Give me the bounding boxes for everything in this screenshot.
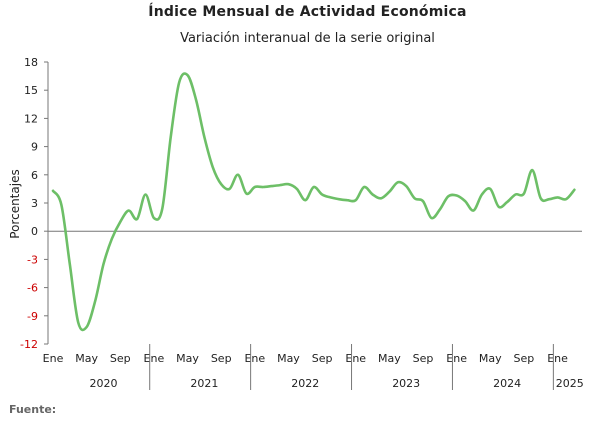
year-label: 2020 bbox=[89, 377, 117, 390]
year-label: 2025 bbox=[556, 377, 584, 390]
x-tick-label: Ene bbox=[144, 352, 165, 365]
y-tick-label: 3 bbox=[31, 197, 38, 210]
y-tick-label: 0 bbox=[31, 225, 38, 238]
year-label: 2022 bbox=[291, 377, 319, 390]
x-tick-label: Sep bbox=[514, 352, 535, 365]
y-tick-label: 6 bbox=[31, 169, 38, 182]
y-tick-label: -12 bbox=[20, 338, 38, 351]
y-tick-label: -9 bbox=[27, 310, 38, 323]
x-tick-label: May bbox=[176, 352, 199, 365]
x-tick-label: Ene bbox=[244, 352, 265, 365]
series-line bbox=[51, 72, 576, 332]
chart-title: Índice Mensual de Actividad Económica bbox=[148, 4, 467, 20]
x-tick-label: Sep bbox=[312, 352, 333, 365]
source-label: Fuente: bbox=[9, 403, 57, 416]
x-tick-label: Ene bbox=[345, 352, 366, 365]
x-tick-label: Ene bbox=[446, 352, 467, 365]
y-axis-label: Porcentajes bbox=[8, 169, 22, 238]
x-tick-label: Sep bbox=[110, 352, 131, 365]
x-tick-label: May bbox=[378, 352, 401, 365]
x-tick-labels: Ene May Sep 2020 Ene May Sep 2021 Ene May Sep 2022 E… bbox=[43, 344, 584, 390]
y-tick-label: -3 bbox=[27, 253, 38, 266]
y-tick-label: 9 bbox=[31, 141, 38, 154]
x-tick-label: Ene bbox=[43, 352, 64, 365]
chart-subtitle: Variación interanual de la serie origina… bbox=[180, 31, 435, 46]
chart-axes bbox=[47, 62, 582, 344]
year-label: 2021 bbox=[190, 377, 218, 390]
series-lines bbox=[51, 72, 576, 332]
year-label: 2024 bbox=[493, 377, 521, 390]
x-tick-label: May bbox=[277, 352, 300, 365]
y-tick-label: 15 bbox=[24, 84, 38, 97]
y-tick-label: 18 bbox=[24, 56, 38, 69]
y-tick-labels: 18 15 12 9 6 3 0 -3 -6 -9 -12 bbox=[20, 56, 48, 351]
x-tick-label: Sep bbox=[413, 352, 434, 365]
year-label: 2023 bbox=[392, 377, 420, 390]
x-tick-label: Sep bbox=[211, 352, 232, 365]
y-tick-label: 12 bbox=[24, 112, 38, 125]
x-tick-label: May bbox=[479, 352, 502, 365]
x-tick-label: Ene bbox=[547, 352, 568, 365]
y-tick-label: -6 bbox=[27, 282, 38, 295]
x-tick-label: May bbox=[75, 352, 98, 365]
